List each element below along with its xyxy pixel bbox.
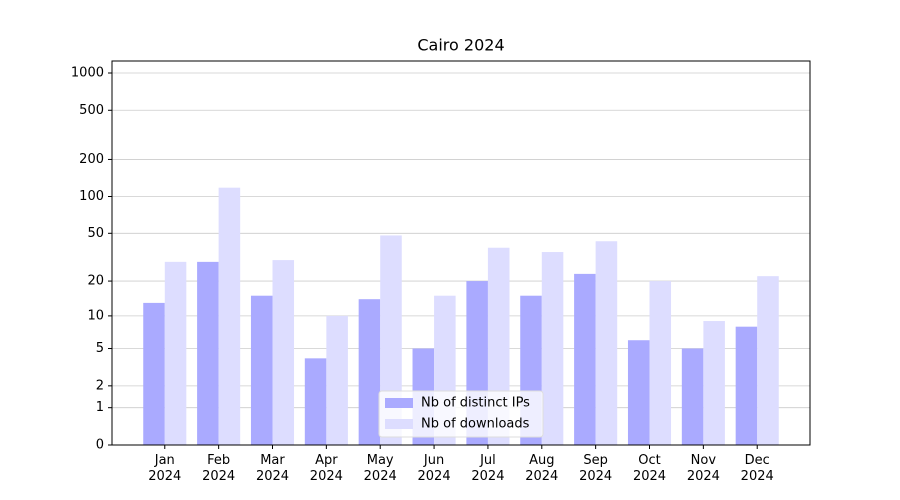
y-tick-label: 50: [87, 226, 104, 241]
legend-swatch: [385, 398, 413, 408]
bar: [703, 321, 725, 445]
legend-box: [378, 390, 544, 438]
bar: [250, 295, 273, 445]
x-tick-label: Dec 2024: [740, 453, 774, 484]
x-tick-label: Oct 2024: [632, 453, 667, 484]
bar: [574, 273, 596, 445]
plot-frame: [111, 60, 811, 446]
x-tick-label: Nov 2024: [686, 453, 720, 484]
x-tick-label: Sep 2024: [579, 453, 613, 484]
bar: [197, 261, 219, 445]
y-tick-label: 2: [96, 378, 104, 393]
x-tick-label: May 2024: [363, 453, 397, 484]
chart-title: Cairo 2024: [417, 36, 504, 55]
x-tick-label: Apr 2024: [309, 453, 343, 484]
bar: [627, 340, 650, 445]
bar: [757, 276, 779, 445]
bar: [326, 315, 348, 445]
bar: [272, 260, 295, 445]
bar: [218, 187, 241, 446]
x-tick-label: Feb 2024: [202, 453, 236, 484]
x-tick-label: Jan 2024: [148, 453, 182, 484]
y-tick-label: 500: [79, 103, 104, 118]
legend: Nb of distinct IPs Nb of downloads: [378, 390, 544, 438]
x-tick-label: Jul 2024: [471, 453, 505, 484]
legend-label: Nb of downloads: [421, 417, 530, 432]
legend-label: Nb of distinct IPs: [421, 396, 530, 411]
x-tick-label: Aug 2024: [525, 453, 559, 484]
bar: [304, 358, 327, 445]
bar: [649, 281, 672, 445]
y-tick-label: 1000: [71, 66, 104, 81]
bar: [143, 302, 165, 445]
x-tick-label: Jun 2024: [417, 453, 451, 484]
legend-swatch: [385, 419, 413, 429]
y-tick-label: 10: [87, 308, 104, 323]
y-tick-label: 100: [79, 189, 104, 204]
y-tick-label: 0: [96, 438, 104, 453]
bar: [164, 261, 187, 445]
y-tick-label: 5: [96, 341, 104, 356]
bar: [735, 326, 758, 445]
bar: [681, 348, 704, 445]
bar: [595, 241, 618, 445]
y-tick-label: 20: [87, 274, 104, 289]
bar: [541, 252, 564, 445]
x-tick-label: Mar 2024: [255, 453, 290, 484]
y-tick-label: 200: [79, 152, 104, 167]
y-tick-label: 1: [96, 400, 104, 415]
bar: [358, 299, 381, 445]
